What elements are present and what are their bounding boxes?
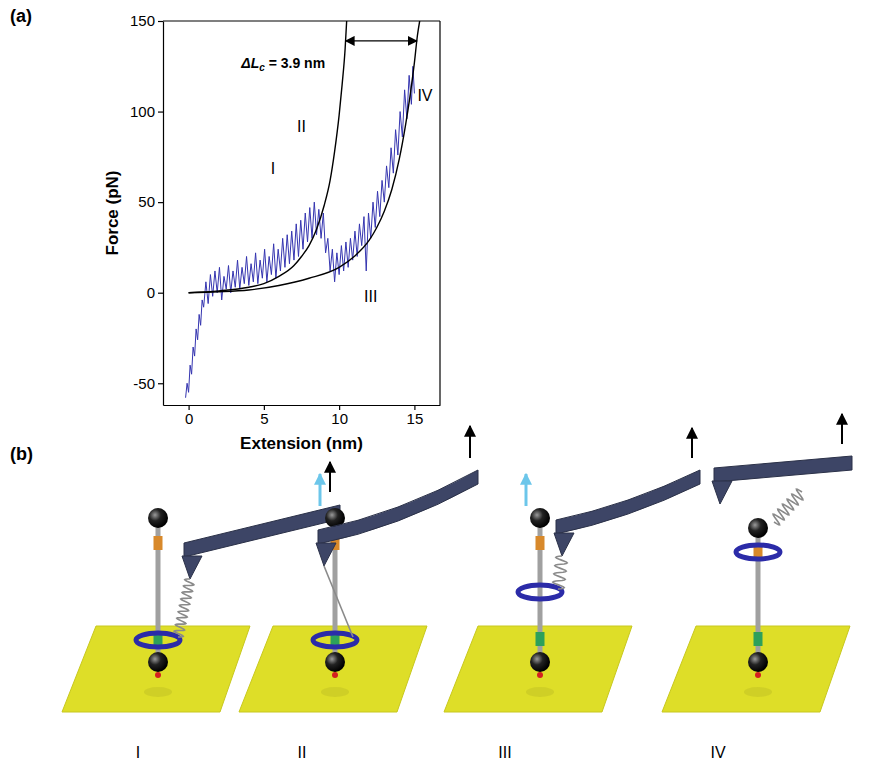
tick-label: 0 [147,284,155,301]
anchor [755,672,761,678]
tick-label: 0 [185,410,193,427]
axis-line [164,405,441,406]
macrocycle [136,633,180,647]
stage-label: III [498,744,511,761]
panel-label: (b) [10,444,33,464]
region-label: III [364,288,377,305]
tick-label: 10 [331,410,348,427]
force-arrow [319,474,322,506]
cantilever-tip [182,556,202,579]
stopper [530,508,550,528]
tether [174,579,194,637]
tether [324,566,353,637]
tick-mark [158,111,163,112]
surface [239,626,427,712]
surface [662,626,850,712]
pull-arrow [841,414,843,444]
cantilever-tip [712,481,732,504]
region-label: II [297,118,306,135]
plot-area [186,21,420,398]
pull-arrow [469,426,471,458]
station-orange [536,536,545,550]
region-label: I [271,160,275,177]
tick-label: 50 [138,193,155,210]
anchor [332,672,338,678]
anchor [537,672,543,678]
pull-arrow [691,428,693,458]
station-green [536,632,545,646]
tether [553,556,567,589]
delta-symbol: ΔL [240,55,259,71]
tick-label: 5 [260,410,268,427]
tether [773,489,803,525]
tick: 0 [147,284,163,301]
cantilever-tip [316,543,336,566]
tick-mark [158,383,163,384]
tick-label: -50 [133,375,155,392]
stage [444,428,700,712]
tick-label: 15 [407,410,424,427]
surface-reflection [321,687,349,697]
stopper [748,518,768,538]
stage-label: I [136,744,140,761]
pull-arrow [329,462,331,492]
stopper [148,652,168,672]
tick: -50 [133,375,163,392]
tick-mark [158,293,163,294]
tick: 50 [138,193,163,210]
x-axis: 0 5 10 15 [164,405,441,427]
stopper [325,652,345,672]
delta-value: = 3.9 nm [265,55,325,71]
tick-mark [158,202,163,203]
cantilever [714,456,852,482]
tick: 5 [260,405,268,427]
delta-arrow [346,40,417,41]
force-trace [186,66,415,397]
delta-label: ΔLc = 3.9 nm [240,55,325,73]
macrocycle [736,545,780,559]
tick: 10 [331,405,348,427]
tick-label: 150 [130,12,155,29]
cantilever [318,470,478,544]
tick: 150 [130,12,163,29]
wlc-fit [189,21,347,293]
stage-label: II [298,744,307,761]
tick-mark [158,21,163,22]
cantilever-tip [554,533,574,556]
force-arrow [525,474,528,506]
tick: 15 [407,405,424,427]
y-axis: -50 0 50 100 150 [130,12,164,405]
surface [444,626,632,712]
figure: 051015-50050100150ΔLc = 3.9 nmIIIIIIIVEx… [0,0,870,774]
surface-reflection [526,687,554,697]
anchor [155,672,161,678]
stage [662,414,852,712]
panel-label: (a) [10,6,32,26]
cantilever [556,470,700,534]
cantilever [184,505,340,557]
macrocycle [313,633,357,647]
surface-reflection [144,687,172,697]
stopper [148,508,168,528]
surface-reflection [744,687,772,697]
stopper [530,652,550,672]
axis-line [163,22,164,406]
surface [62,626,250,712]
frame-right [439,21,440,405]
station-orange [154,536,163,550]
macrocycle [518,585,562,599]
station-green [754,632,763,646]
tick: 100 [130,103,163,120]
y-axis-title: Force (pN) [103,171,122,256]
wlc-fit [189,21,420,293]
stopper [748,652,768,672]
stage-label: IV [710,744,725,761]
stage [239,426,478,712]
frame-top [163,20,440,21]
x-axis-title: Extension (nm) [240,434,363,453]
region-label: IV [417,87,432,104]
tick: 0 [185,405,193,427]
tick-label: 100 [130,103,155,120]
